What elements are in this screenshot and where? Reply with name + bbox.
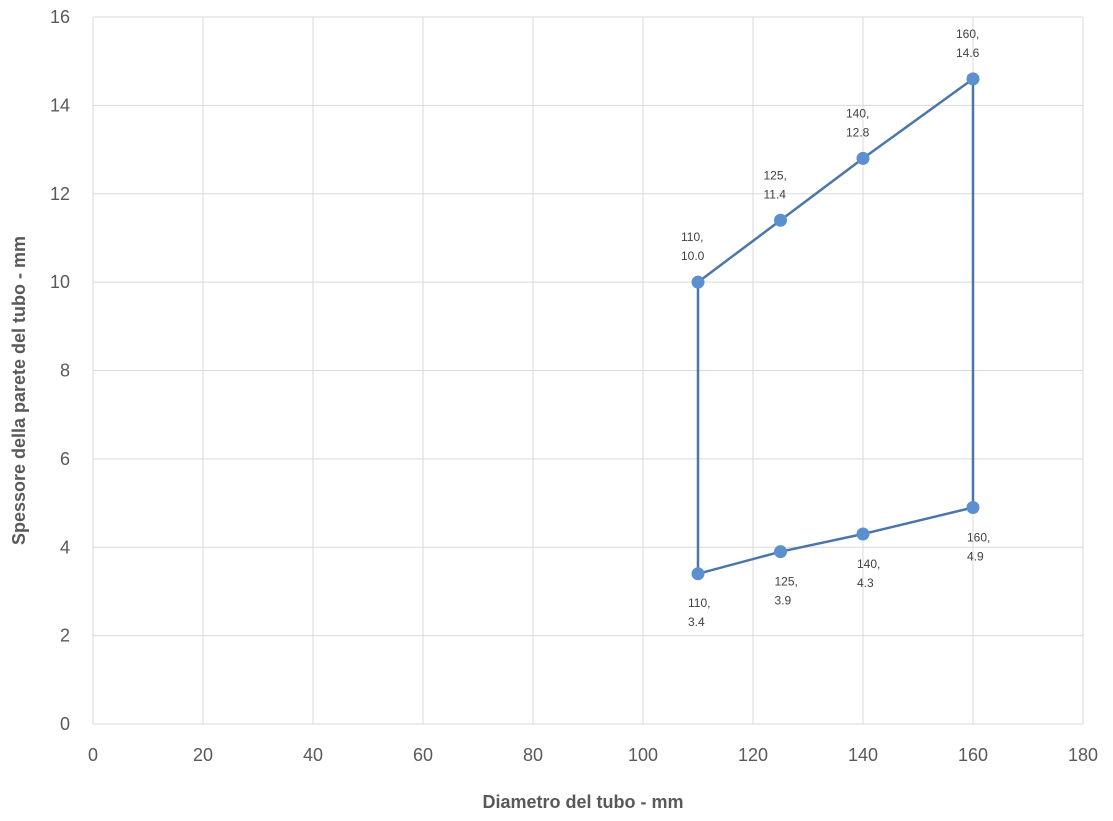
- x-tick-label: 20: [193, 745, 213, 765]
- data-point: [691, 275, 705, 289]
- data-label-line: 10.0: [681, 249, 705, 263]
- data-label-line: 125,: [764, 168, 787, 182]
- data-point: [966, 500, 980, 514]
- x-tick-label: 180: [1068, 745, 1098, 765]
- data-label-line: 11.4: [764, 187, 787, 201]
- data-label: 125, 11.4: [764, 168, 787, 201]
- data-point: [966, 72, 980, 86]
- data-label: 125, 3.9: [775, 575, 798, 608]
- data-label-line: 140,: [857, 557, 880, 571]
- data-label-line: 3.4: [688, 615, 705, 629]
- data-label-line: 125,: [775, 575, 798, 589]
- data-label: 140, 4.3: [857, 557, 880, 590]
- data-label: 160, 4.9: [967, 530, 990, 563]
- data-label-line: 4.9: [967, 549, 984, 563]
- x-tick-label: 100: [628, 745, 658, 765]
- data-label-line: 160,: [956, 27, 979, 41]
- data-point: [856, 527, 870, 541]
- y-tick-label: 10: [50, 272, 70, 292]
- y-tick-label: 16: [50, 7, 70, 27]
- y-tick-label: 14: [50, 95, 70, 115]
- data-label-line: 110,: [688, 596, 710, 610]
- x-tick-label: 0: [88, 745, 98, 765]
- y-tick-label: 12: [50, 184, 70, 204]
- data-label-line: 140,: [846, 106, 869, 120]
- x-tick-label: 80: [523, 745, 543, 765]
- gridlines: [92, 16, 1084, 725]
- y-tick-label: 8: [60, 361, 70, 381]
- data-point: [774, 545, 787, 559]
- data-label-line: 160,: [967, 530, 990, 544]
- data-label: 110, 3.4: [688, 596, 710, 629]
- data-label-line: 14.6: [956, 46, 980, 60]
- series-line: [696, 76, 975, 576]
- data-point: [691, 567, 705, 581]
- y-tick-label: 2: [60, 626, 70, 646]
- x-axis-ticks: 0 20 40 60 80 100 120 140 160 180: [88, 745, 1098, 765]
- x-tick-label: 60: [413, 745, 433, 765]
- data-points: [691, 72, 980, 581]
- data-label: 110, 10.0: [681, 230, 705, 263]
- data-label-line: 110,: [681, 230, 703, 244]
- data-label-line: 3.9: [775, 594, 792, 608]
- data-label: 140, 12.8: [846, 106, 870, 139]
- data-point: [774, 213, 787, 227]
- x-tick-label: 140: [848, 745, 878, 765]
- y-axis-ticks: 0 2 4 6 8 10 12 14 16: [50, 7, 70, 734]
- y-tick-label: 4: [60, 537, 70, 557]
- x-tick-label: 120: [738, 745, 768, 765]
- y-tick-label: 0: [60, 714, 70, 734]
- data-label-line: 4.3: [857, 576, 874, 590]
- y-axis-title: Spessore della parete del tubo - mm: [9, 236, 29, 545]
- x-tick-label: 160: [958, 745, 988, 765]
- x-axis-title: Diametro del tubo - mm: [482, 792, 683, 812]
- x-tick-label: 40: [303, 745, 323, 765]
- data-label-line: 12.8: [846, 125, 870, 139]
- data-label: 160, 14.6: [956, 27, 980, 60]
- data-point: [856, 151, 870, 165]
- y-tick-label: 6: [60, 449, 70, 469]
